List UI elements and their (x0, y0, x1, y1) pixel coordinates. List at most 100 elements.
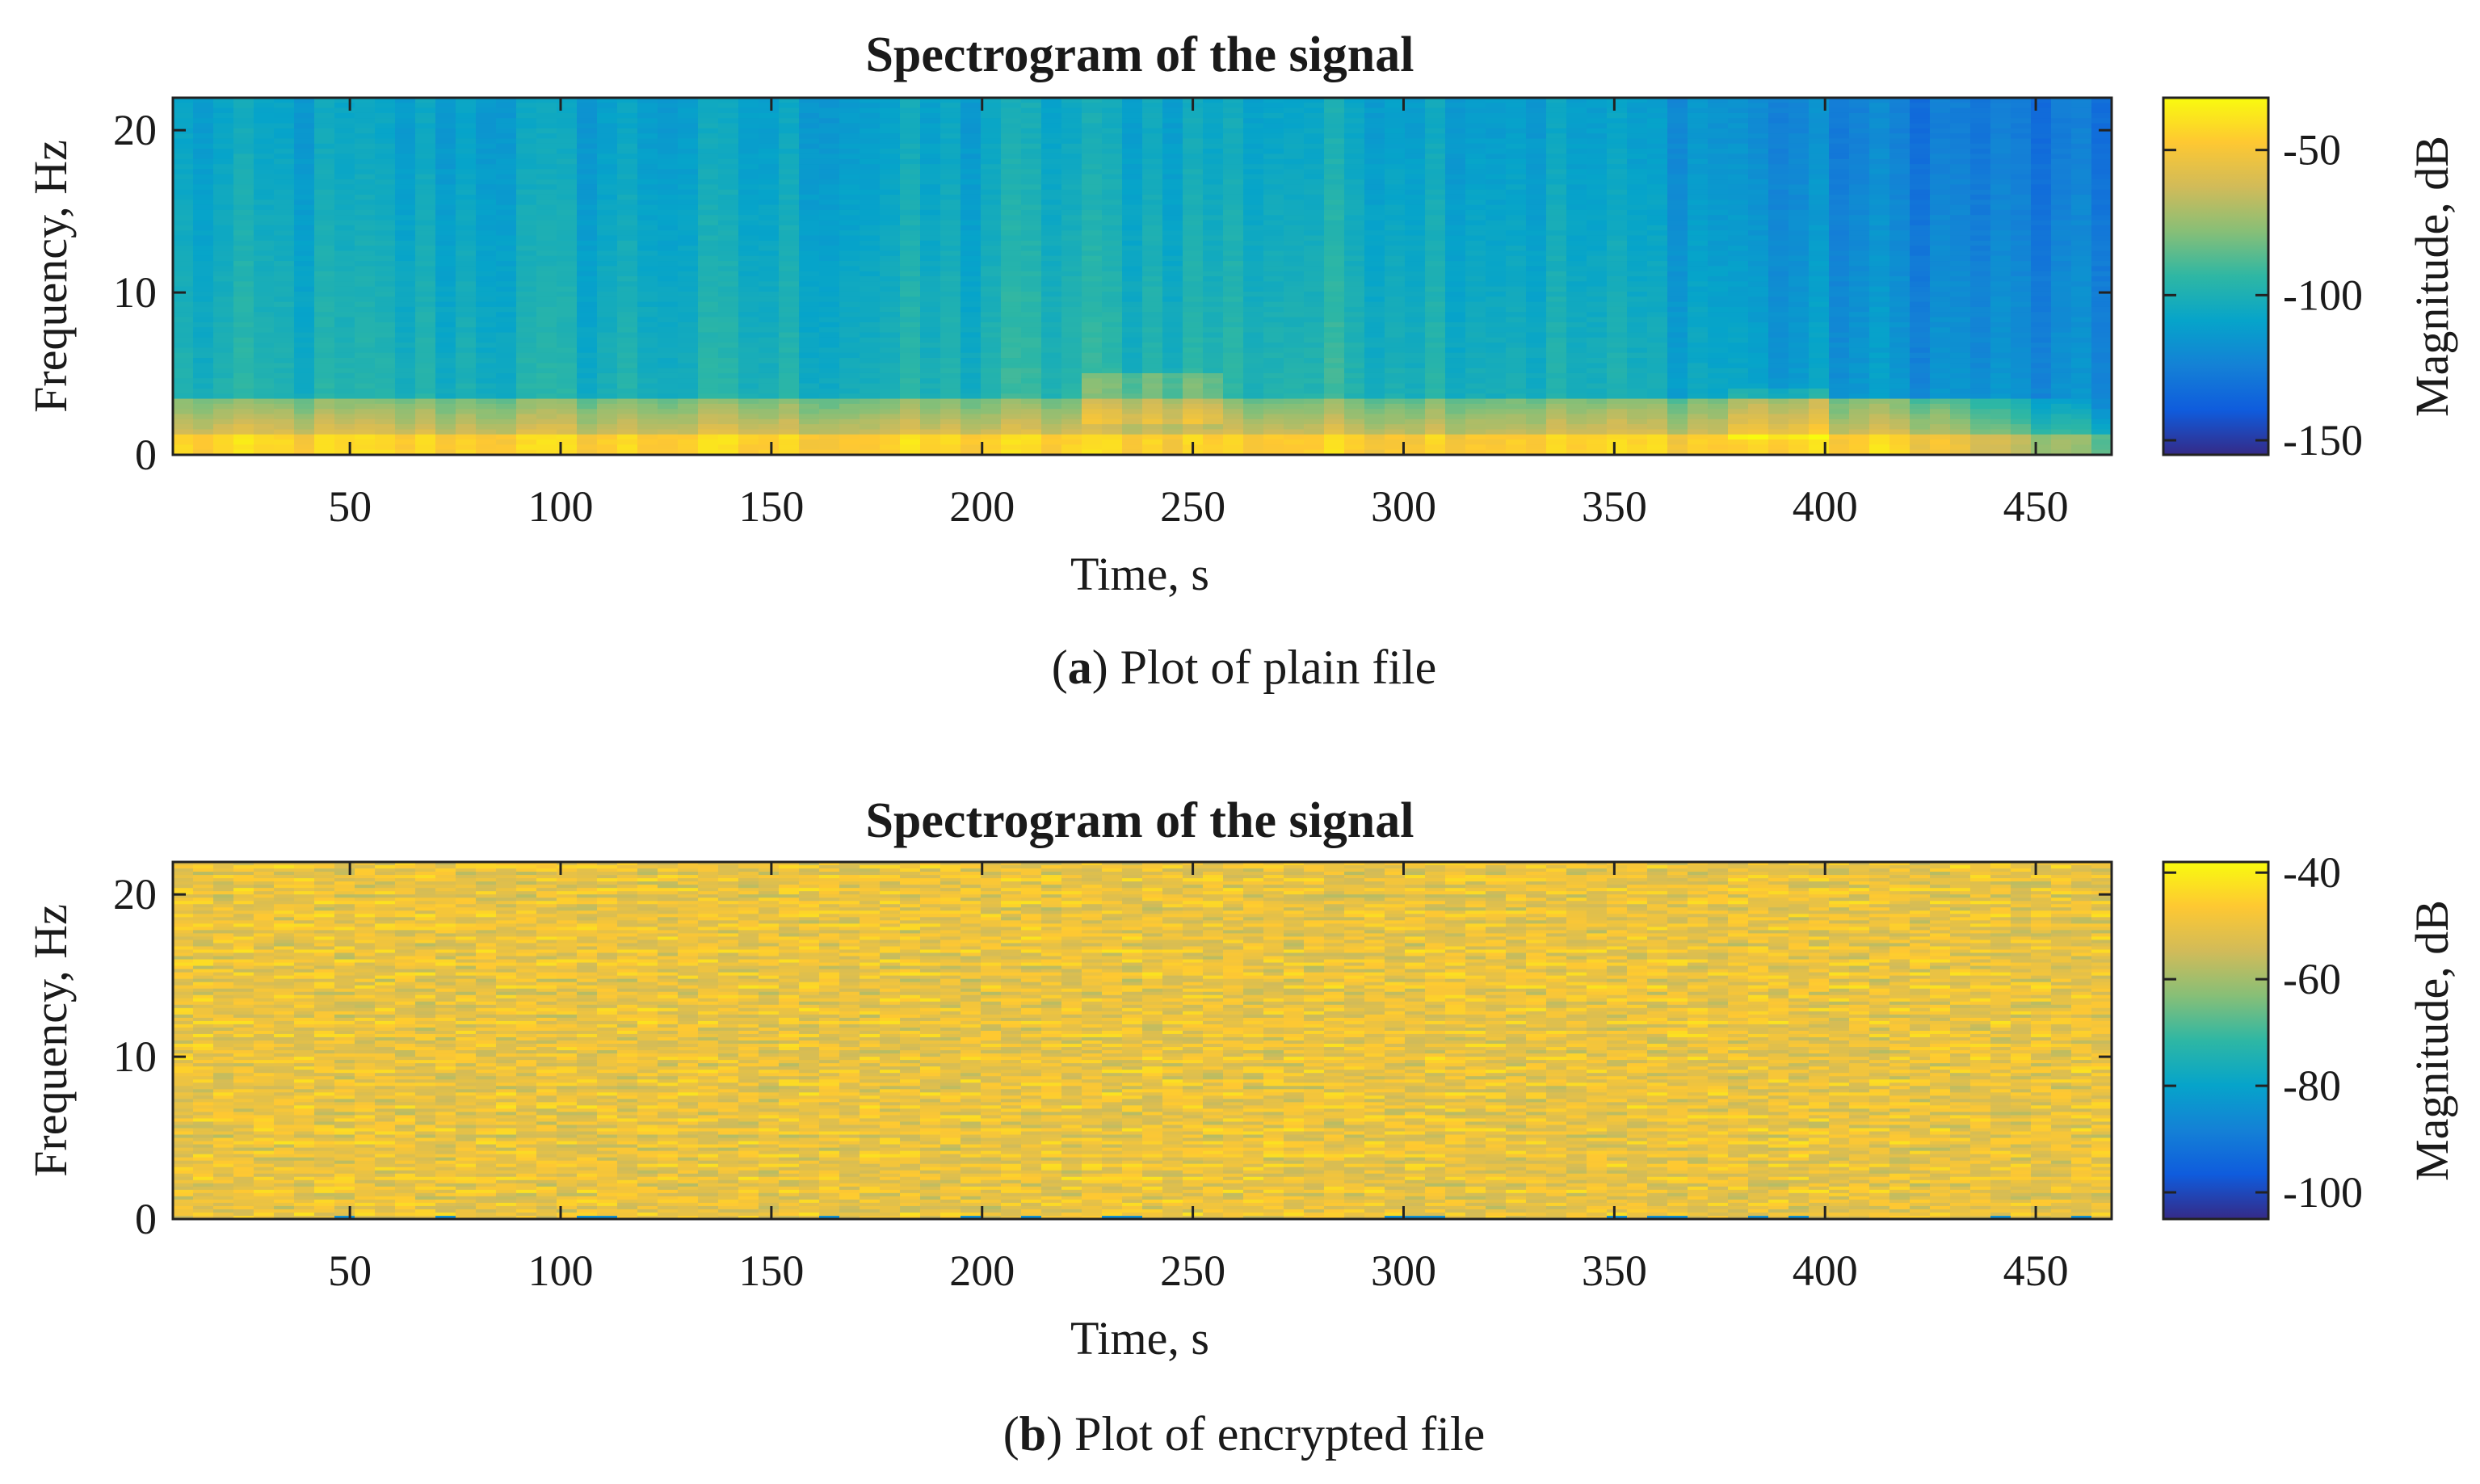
heatmap-cell (637, 189, 658, 195)
heatmap-cell (435, 388, 456, 394)
heatmap-cell (274, 123, 295, 129)
heatmap-cell (1304, 235, 1325, 242)
heatmap-cell (658, 368, 679, 374)
heatmap-cell (597, 281, 618, 288)
heatmap-cell (1587, 255, 1608, 262)
heatmap-cell (1284, 255, 1305, 262)
heatmap-cell (597, 301, 618, 308)
heatmap-cell (233, 444, 254, 451)
heatmap-cell (516, 128, 537, 134)
heatmap-cell (456, 322, 477, 328)
heatmap-cell (940, 112, 961, 119)
heatmap-cell (1445, 220, 1466, 226)
heatmap-cell (940, 358, 961, 364)
heatmap-cell (274, 393, 295, 400)
heatmap-cell (1183, 123, 1204, 129)
heatmap-cell (1102, 418, 1123, 425)
heatmap-cell (1263, 317, 1284, 323)
heatmap-cell (900, 174, 921, 180)
heatmap-cell (1082, 112, 1103, 119)
heatmap-cell (516, 409, 537, 415)
heatmap-cell (435, 286, 456, 292)
heatmap-cell (678, 174, 699, 180)
heatmap-cell (1546, 403, 1567, 410)
heatmap-cell (375, 383, 396, 389)
heatmap-cell (1324, 194, 1345, 200)
heatmap-cell (1061, 383, 1082, 389)
heatmap-cell (1142, 424, 1163, 431)
heatmap-cell (1425, 409, 1446, 415)
heatmap-cell (1284, 169, 1305, 175)
heatmap-cell (496, 112, 517, 119)
heatmap-cell (718, 449, 739, 456)
heatmap-cell (718, 266, 739, 272)
heatmap-cell (496, 418, 517, 425)
heatmap-cell (1183, 358, 1204, 364)
heatmap-cell (738, 158, 759, 165)
heatmap-cell (1607, 112, 1628, 119)
heatmap-cell (1587, 246, 1608, 252)
heatmap-cell (375, 343, 396, 348)
heatmap-cell (1566, 286, 1587, 292)
heatmap-cell (637, 388, 658, 394)
heatmap-cell (1385, 225, 1406, 231)
heatmap-cell (698, 301, 719, 308)
heatmap-cell (799, 271, 820, 277)
heatmap-cell (1122, 276, 1143, 282)
heatmap-cell (536, 398, 557, 405)
heatmap-cell (738, 235, 759, 242)
heatmap-cell (173, 332, 194, 338)
heatmap-cell (1243, 200, 1264, 206)
heatmap-cell (1445, 439, 1466, 445)
heatmap-cell (334, 200, 355, 206)
heatmap-cell (1587, 143, 1608, 149)
heatmap-cell (759, 449, 780, 456)
heatmap-cell (597, 337, 618, 343)
heatmap-cell (799, 276, 820, 282)
heatmap-cell (1526, 414, 1547, 420)
heatmap-cell (1587, 98, 1608, 103)
heatmap-cell (698, 153, 719, 160)
heatmap-cell (779, 230, 800, 237)
heatmap-cell (435, 118, 456, 124)
heatmap-cell (860, 149, 881, 155)
heatmap-cell (476, 327, 497, 334)
heatmap-cell (1546, 352, 1567, 359)
heatmap-cell (1243, 317, 1264, 323)
heatmap-cell (1284, 378, 1305, 385)
heatmap-cell (557, 153, 578, 160)
heatmap-cell (213, 429, 234, 435)
heatmap-cell (940, 209, 961, 216)
heatmap-cell (1203, 327, 1224, 334)
heatmap-cell (597, 169, 618, 175)
heatmap-cell (355, 174, 376, 180)
heatmap-cell (1183, 261, 1204, 267)
heatmap-cell (738, 378, 759, 385)
heatmap-cell (1304, 240, 1325, 246)
heatmap-cell (395, 215, 416, 221)
heatmap-cell (1021, 388, 1042, 394)
heatmap-cell (678, 271, 699, 277)
heatmap-cell (1587, 291, 1608, 297)
heatmap-cell (1162, 164, 1183, 170)
heatmap-cell (597, 352, 618, 359)
heatmap-cell (1243, 209, 1264, 216)
heatmap-cell (1405, 158, 1426, 165)
heatmap-cell (1445, 332, 1466, 338)
heatmap-cell (1122, 133, 1143, 140)
heatmap-cell (233, 286, 254, 292)
heatmap-cell (334, 261, 355, 267)
heatmap-cell (1021, 358, 1042, 364)
heatmap-cell (1203, 230, 1224, 237)
heatmap-cell (1082, 143, 1103, 149)
heatmap-cell (415, 164, 436, 170)
heatmap-cell (597, 434, 618, 440)
heatmap-cell (254, 271, 275, 277)
heatmap-cell (1041, 439, 1062, 445)
heatmap-cell (860, 276, 881, 282)
heatmap-cell (1587, 317, 1608, 323)
heatmap-cell (779, 103, 800, 109)
heatmap-cell (173, 271, 194, 277)
heatmap-cell (415, 158, 436, 165)
heatmap-cell (1486, 378, 1507, 385)
